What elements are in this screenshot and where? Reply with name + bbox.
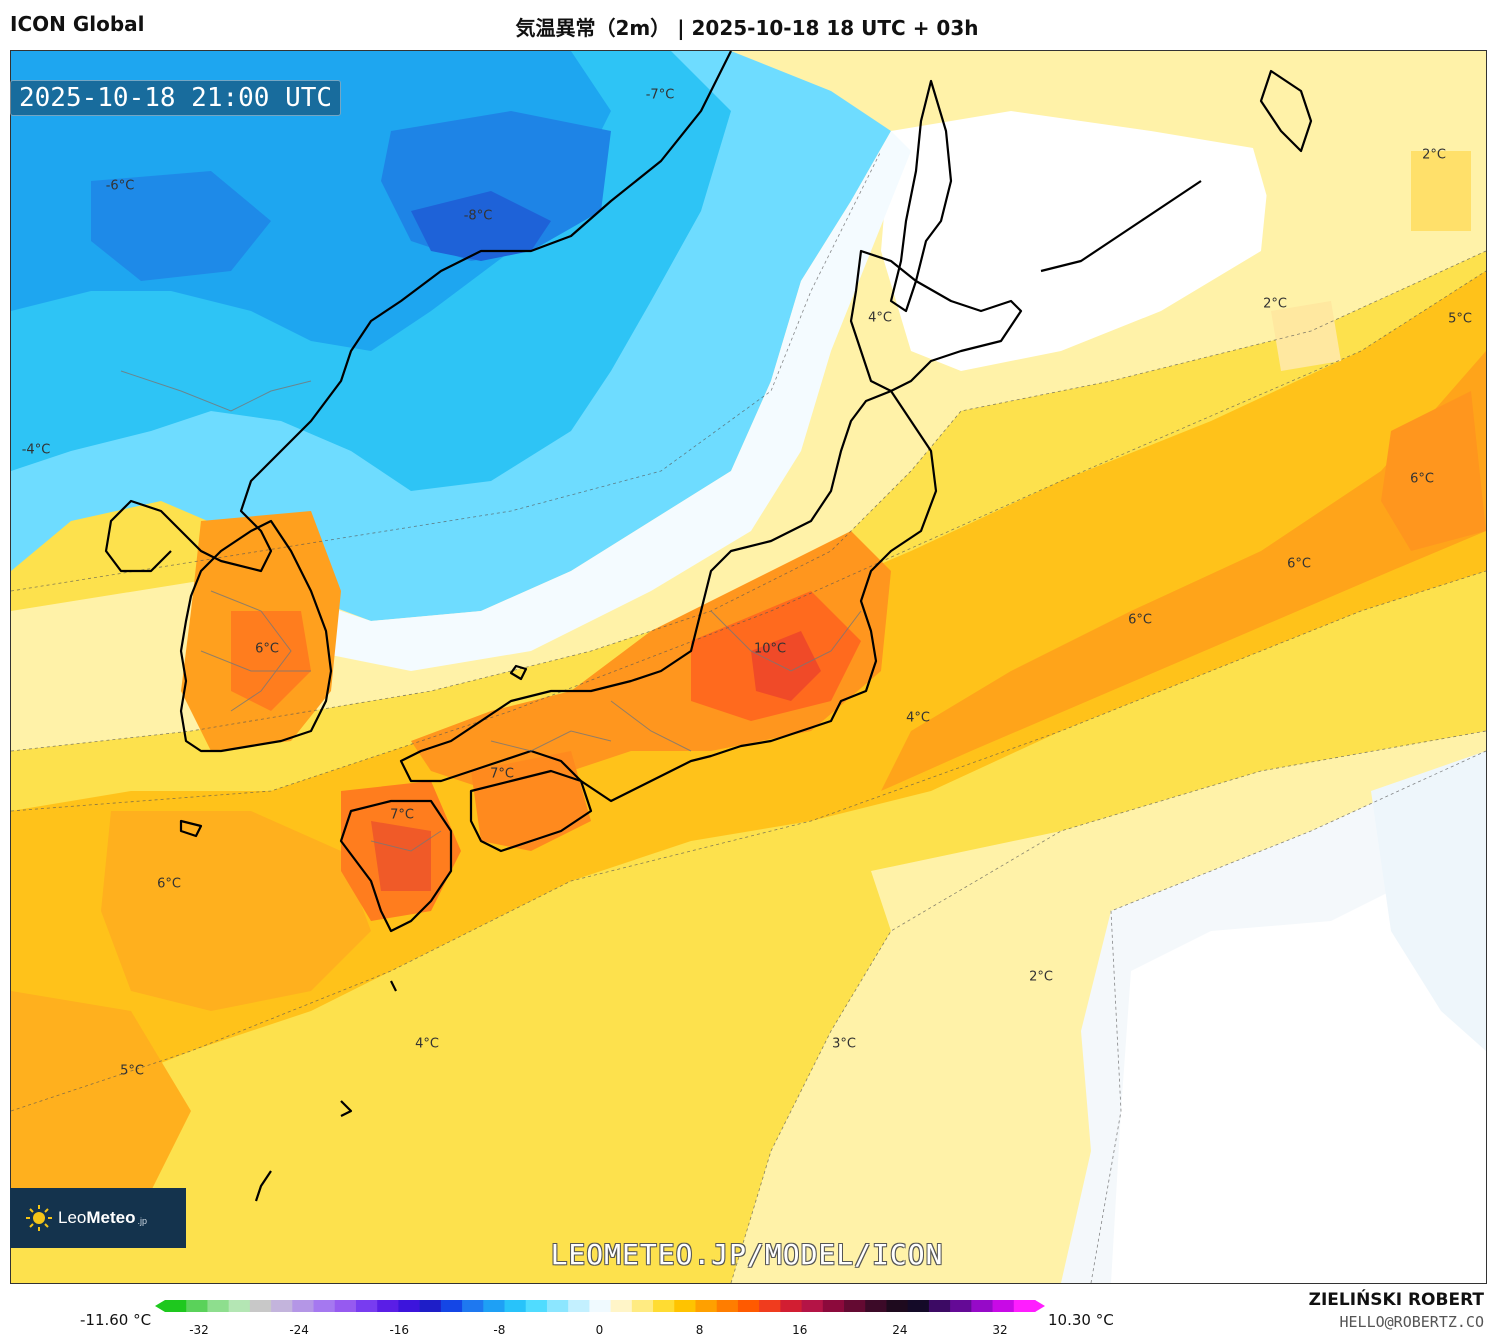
label-4-hokkaido: 4°C	[868, 310, 892, 326]
label-10-kanto: 10°C	[753, 641, 787, 657]
logo-text: LeoMeteo	[58, 1208, 136, 1227]
colorbar-cell	[186, 1300, 208, 1312]
colorbar-cell	[928, 1300, 951, 1312]
colorbar-cell	[950, 1300, 972, 1312]
label-7-shikoku: 7°C	[490, 766, 514, 782]
colorbar-cell	[398, 1300, 421, 1312]
chart-title: 気温異常（2m） | 2025-10-18 18 UTC + 03h	[515, 16, 979, 40]
sun-icon	[26, 1205, 52, 1231]
colorbar-cell	[440, 1300, 463, 1312]
colorbar-cell	[249, 1300, 272, 1312]
label-3-pacific: 3°C	[832, 1036, 856, 1052]
colorbar-cell	[462, 1300, 484, 1312]
colorbar-cell	[801, 1300, 824, 1312]
colorbar-cell	[822, 1300, 845, 1312]
colorbar-cell	[971, 1300, 994, 1312]
label-2-kamchatka: 2°C	[1422, 147, 1446, 163]
colorbar-cell	[1013, 1300, 1036, 1312]
label-minus4-west: -4°C	[21, 442, 51, 458]
colorbar-cell	[165, 1300, 187, 1312]
label-7-kyushu: 7°C	[390, 807, 414, 823]
author-name: ZIELIŃSKI ROBERT	[1308, 1290, 1484, 1310]
colorbar-cell	[759, 1300, 781, 1312]
colorbar-cell	[589, 1300, 612, 1312]
label-5-sw: 5°C	[120, 1063, 144, 1079]
label-minus7-north: -7°C	[645, 87, 675, 103]
colorbar-tick-label: 16	[792, 1323, 808, 1337]
colorbar-cell	[313, 1300, 336, 1312]
colorbar-cell	[610, 1300, 633, 1312]
colorbar-cell	[228, 1300, 251, 1312]
label-2-pacific-s: 2°C	[1029, 969, 1053, 985]
label-6-pacific-mid: 6°C	[1287, 556, 1311, 572]
colorbar-cell	[504, 1300, 527, 1312]
label-6-korea: 6°C	[255, 641, 279, 657]
colorbar-cell	[631, 1300, 654, 1312]
colorbar-cell	[674, 1300, 696, 1312]
colorbar	[155, 1300, 1045, 1312]
colorbar-cell	[992, 1300, 1015, 1312]
colorbar-tick-label: -8	[493, 1323, 506, 1337]
map-panel[interactable]	[10, 50, 1487, 1284]
colorbar-tick-label: 24	[892, 1323, 908, 1337]
model-name: ICON Global	[10, 12, 145, 36]
label-minus8-coast: -8°C	[463, 208, 493, 224]
colorbar-left-arrow	[155, 1300, 165, 1312]
colorbar-cell	[483, 1300, 506, 1312]
colorbar-cell	[695, 1300, 718, 1312]
valid-time-badge: 2025-10-18 21:00 UTC	[10, 80, 342, 116]
url-watermark: LEOMETEO.JP/MODEL/ICON	[550, 1238, 944, 1271]
author-email: HELLO@ROBERTZ.CO	[1339, 1313, 1485, 1331]
label-5-east: 5°C	[1448, 311, 1472, 327]
colorbar-cell	[525, 1300, 548, 1312]
label-6-ecs: 6°C	[157, 876, 181, 892]
colorbar-cell	[207, 1300, 230, 1312]
label-6-pacific-w: 6°C	[1128, 612, 1152, 628]
colorbar-cell	[271, 1300, 293, 1312]
colorbar-cell	[334, 1300, 357, 1312]
colorbar-cell	[886, 1300, 909, 1312]
colorbar-cell	[419, 1300, 442, 1312]
colorbar-cell	[737, 1300, 760, 1312]
colorbar-tick-label: -16	[389, 1323, 410, 1337]
label-2-kurils: 2°C	[1263, 296, 1287, 312]
colorbar-max-label: 10.30 °C	[1048, 1311, 1114, 1329]
colorbar-tick-label: 8	[695, 1323, 704, 1337]
label-4-south-kanto: 4°C	[906, 710, 930, 726]
label-4-ryukyu: 4°C	[415, 1036, 439, 1052]
label-6-pacific-ne: 6°C	[1410, 471, 1434, 487]
colorbar-cell	[377, 1300, 399, 1312]
label-minus6-west: -6°C	[105, 178, 135, 194]
colorbar-cell	[907, 1300, 930, 1312]
colorbar-tick-label: 32	[992, 1323, 1008, 1337]
colorbar-cell	[568, 1300, 590, 1312]
colorbar-cell	[844, 1300, 866, 1312]
colorbar-cell	[292, 1300, 315, 1312]
colorbar-cell	[546, 1300, 569, 1312]
colorbar-cell	[653, 1300, 675, 1312]
colorbar-cell	[355, 1300, 378, 1312]
colorbar-cell	[865, 1300, 887, 1312]
colorbar-right-arrow	[1035, 1300, 1045, 1312]
colorbar-tick-label: -32	[189, 1323, 209, 1337]
leometeo-logo[interactable]: LeoMeteo .jp	[10, 1188, 186, 1248]
colorbar-min-label: -11.60 °C	[80, 1311, 152, 1329]
colorbar-cell	[716, 1300, 739, 1312]
logo-suffix: .jp	[137, 1216, 148, 1226]
colorbar-tick-label: -24	[289, 1323, 309, 1337]
temperature-anomaly-map	[11, 51, 1486, 1283]
colorbar-tick-label: 0	[595, 1323, 604, 1337]
colorbar-cell	[780, 1300, 803, 1312]
